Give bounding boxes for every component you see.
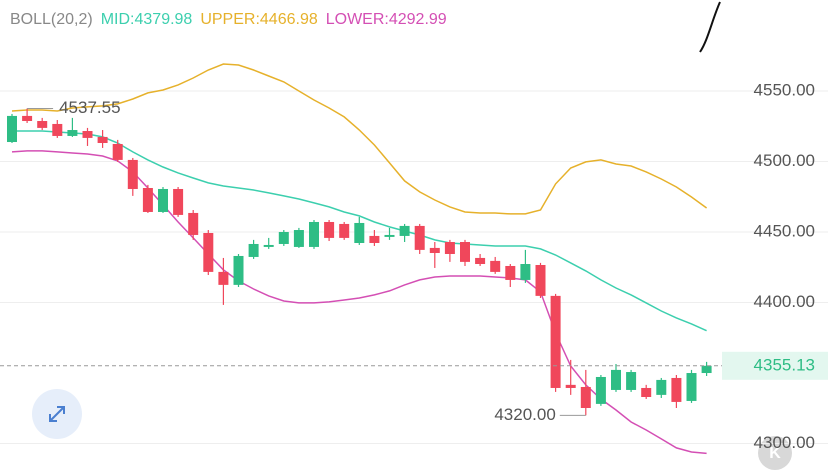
legend-entry: MID:4379.98 xyxy=(101,11,193,28)
expand-button[interactable] xyxy=(32,389,82,439)
candle-body xyxy=(173,188,184,215)
candle-body xyxy=(414,225,425,250)
candle-body xyxy=(158,188,168,212)
candle-body xyxy=(565,384,576,388)
band-line xyxy=(11,150,707,455)
watermark-logo: K xyxy=(758,436,792,470)
candle-body xyxy=(475,257,486,265)
high-label: 4537.55 xyxy=(59,98,120,117)
low-label: 4320.00 xyxy=(494,405,555,424)
candle-body xyxy=(354,222,365,243)
candle-body xyxy=(369,235,380,243)
band-line xyxy=(11,63,708,215)
candle-body xyxy=(384,234,395,237)
candle-body xyxy=(112,143,123,160)
candle-body xyxy=(188,212,199,235)
indicator-name: BOLL(20,2) xyxy=(10,11,93,28)
pen-stroke xyxy=(699,1,721,53)
y-tick-label: 4300.00 xyxy=(754,433,815,452)
candle-body xyxy=(37,121,48,128)
y-tick-label: 4400.00 xyxy=(754,292,815,311)
candle-body xyxy=(611,369,621,390)
candle-body xyxy=(580,386,591,408)
candle-body xyxy=(686,373,697,401)
candle-body xyxy=(701,365,712,374)
candle-body xyxy=(324,221,335,238)
candle-body xyxy=(278,231,289,244)
candle-body xyxy=(626,372,637,390)
candle-body xyxy=(656,379,667,395)
candle-body xyxy=(520,264,531,280)
candle-body xyxy=(127,159,138,189)
candle-body xyxy=(293,230,304,247)
y-tick-label: 4500.00 xyxy=(754,151,815,170)
candle-body xyxy=(142,187,153,212)
candle-body xyxy=(595,376,606,404)
last-price-box xyxy=(722,351,828,380)
candle-body xyxy=(641,387,652,397)
candle-body xyxy=(82,131,93,138)
candle-body xyxy=(52,123,63,136)
band-line xyxy=(12,130,707,332)
candle-body xyxy=(399,225,410,236)
legend-entry: LOWER:4292.99 xyxy=(326,11,447,28)
candle-body xyxy=(429,247,440,254)
candle-body xyxy=(505,265,516,280)
candle-body xyxy=(7,115,17,143)
legend-entry: UPPER:4466.98 xyxy=(200,11,318,28)
candle-body xyxy=(460,242,470,262)
candle-body xyxy=(550,295,561,388)
svg-text:K: K xyxy=(769,445,781,462)
candle-body xyxy=(218,271,229,285)
candle-body xyxy=(444,242,455,254)
candle-body xyxy=(22,115,33,122)
candle-body xyxy=(203,232,214,272)
candle-body xyxy=(535,264,546,296)
candle-body xyxy=(339,223,350,238)
candle-body xyxy=(490,260,501,272)
candle-body xyxy=(97,136,108,144)
candle-body xyxy=(233,255,244,285)
indicator-header: BOLL(20,2) MID:4379.98 UPPER:4466.98 LOWER:… xyxy=(10,11,447,28)
last-price-label: 4355.13 xyxy=(754,355,815,374)
candle-body xyxy=(248,243,259,257)
candle-body xyxy=(263,244,274,247)
y-tick-label: 4550.00 xyxy=(754,80,815,99)
candle-body xyxy=(671,377,682,402)
candle-body xyxy=(67,130,78,136)
candle-body xyxy=(309,221,319,247)
y-tick-label: 4450.00 xyxy=(754,221,815,240)
